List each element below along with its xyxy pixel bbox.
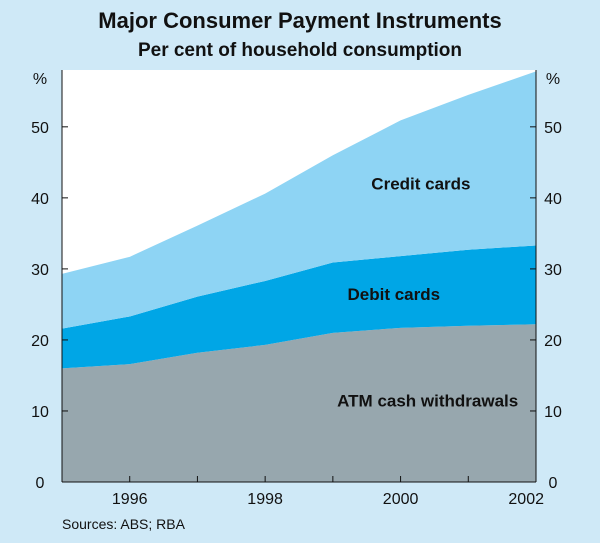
y-axis-unit-right: % [546, 71, 560, 88]
y-tick-label-right: 20 [544, 333, 562, 350]
series-label-debit-cards: Debit cards [348, 285, 441, 304]
y-tick-label-left: 40 [31, 191, 49, 208]
chart-subtitle: Per cent of household consumption [138, 40, 462, 61]
area-debit-cards [62, 245, 536, 369]
series-layer [62, 71, 536, 482]
chart-title: Major Consumer Payment Instruments [98, 8, 501, 33]
source-note: Sources: ABS; RBA [62, 516, 186, 532]
x-tick-label: 2000 [383, 491, 419, 508]
x-tick-label: 1998 [247, 491, 283, 508]
area-credit-cards [62, 71, 536, 329]
x-tick-label: 2002 [508, 491, 544, 508]
series-labels: ATM cash withdrawals Debit cards Credit ca… [337, 175, 518, 411]
y-tick-label-left: 50 [31, 120, 49, 137]
axis-layer: 0 0 10 10 20 20 30 30 40 40 50 50 1996 1998 2000 2002 [31, 70, 562, 508]
y-tick-label-right: 50 [544, 120, 562, 137]
y-tick-label-left: 10 [31, 404, 49, 421]
y-tick-label-right: 10 [544, 404, 562, 421]
area-atm-cash-withdrawals [62, 324, 536, 482]
y-tick-label-right: 30 [544, 262, 562, 279]
y-axis-unit-left: % [33, 71, 47, 88]
y-tick-label-right: 40 [544, 191, 562, 208]
x-tick-label: 1996 [112, 491, 148, 508]
series-label-credit-cards: Credit cards [371, 175, 470, 194]
y-tick-label-left: 0 [36, 475, 45, 492]
y-tick-label-left: 30 [31, 262, 49, 279]
y-tick-label-left: 20 [31, 333, 49, 350]
series-label-atm-cash-withdrawals: ATM cash withdrawals [337, 391, 518, 410]
y-tick-label-right: 0 [549, 475, 558, 492]
